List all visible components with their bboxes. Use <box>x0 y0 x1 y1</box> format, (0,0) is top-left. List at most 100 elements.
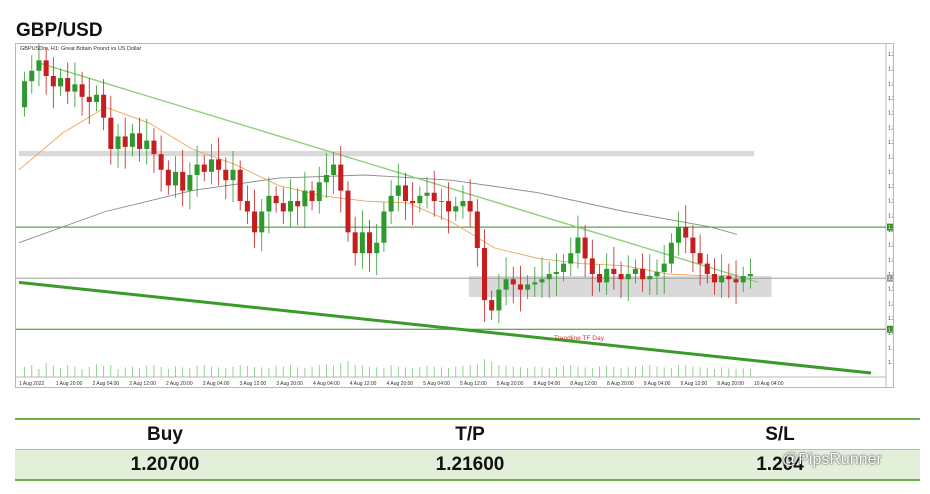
trade-table: Buy T/P S/L 1.20700 1.21600 1.204 <box>15 418 920 481</box>
candle-body <box>654 271 660 277</box>
watermark: @PipsRunner <box>782 451 882 468</box>
candle-body <box>374 242 380 254</box>
candle-body <box>690 237 696 254</box>
candle-body <box>561 263 567 272</box>
candle-body <box>316 182 322 202</box>
candle-body <box>201 164 207 172</box>
candle-body <box>417 195 423 204</box>
time-tick-label: 5 Aug 20:00 <box>497 381 524 387</box>
candle-body <box>180 171 186 191</box>
candle-body <box>158 154 164 170</box>
candle-body <box>647 276 653 280</box>
candle-body <box>273 195 279 204</box>
candle-body <box>50 75 56 87</box>
candle-body <box>446 201 452 212</box>
candle-body <box>640 268 646 280</box>
moving-average-slow <box>18 174 738 244</box>
candle-body <box>22 81 28 108</box>
candle-body <box>460 201 466 207</box>
trendline-label: Trendline TF Day <box>554 335 605 342</box>
candle-body <box>589 258 595 275</box>
price-tick-label: 1.22570 <box>888 81 893 87</box>
value-sl: 1.204 <box>756 454 804 475</box>
time-tick-label: 3 Aug 12:00 <box>240 381 267 387</box>
time-tick-label: 9 Aug 04:00 <box>644 381 671 387</box>
time-tick-label: 9 Aug 12:00 <box>681 381 708 387</box>
candle-body <box>381 211 387 243</box>
trendline <box>40 62 759 284</box>
candle-body <box>632 268 638 275</box>
candle-body <box>596 274 603 283</box>
candle-body <box>86 96 92 103</box>
level-price-badge <box>887 274 893 282</box>
candle-body <box>331 164 337 175</box>
time-tick-label: 4 Aug 20:00 <box>387 381 414 387</box>
candle-body <box>676 227 682 243</box>
price-tick-label: 1.22735 <box>888 67 893 73</box>
candle-body <box>539 279 545 283</box>
candle-body <box>101 94 107 118</box>
price-tick-label: 1.20395 <box>888 301 893 307</box>
channel-line <box>18 280 872 375</box>
candle-body <box>618 274 624 280</box>
candle-body <box>93 94 99 103</box>
level-price-label: 1.20250 <box>888 327 893 333</box>
candle-body <box>704 263 710 275</box>
candle-body <box>338 164 344 191</box>
candle-body <box>661 263 667 272</box>
candle-body <box>36 60 42 71</box>
candle-body <box>108 117 114 149</box>
candle-body <box>431 192 437 202</box>
candle-body <box>517 284 523 290</box>
time-tick-label: 8 Aug 04:00 <box>534 381 561 387</box>
price-tick-label: 1.20975 <box>888 243 893 249</box>
candle-body <box>172 171 179 186</box>
candle-body <box>194 164 200 175</box>
candle-body <box>467 201 473 212</box>
price-tick-label: 1.21265 <box>888 213 893 219</box>
candle-body <box>532 282 538 285</box>
header-buy: Buy <box>147 424 183 445</box>
candle-body <box>187 174 193 191</box>
candle-body <box>208 159 214 172</box>
candle-body <box>747 274 753 277</box>
price-tick-label: 1.21845 <box>888 155 893 161</box>
candle-body <box>474 211 480 248</box>
time-tick-label: 9 Aug 20:00 <box>717 381 744 387</box>
candle-body <box>287 201 294 212</box>
price-tick-label: 1.22860 <box>888 52 893 58</box>
candle-body <box>453 206 459 212</box>
level-price-badge <box>887 223 893 231</box>
chart-symbol: GBPUSDm, H1: Great Britain Pound vs US D… <box>20 46 142 52</box>
time-tick-label: 8 Aug 20:00 <box>607 381 634 387</box>
price-tick-label: 1.20105 <box>888 331 893 337</box>
candle-body <box>726 276 732 280</box>
price-tick-label: 1.19815 <box>888 360 893 366</box>
candle-body <box>503 279 509 290</box>
candle-body <box>230 169 236 181</box>
price-tick-label: 1.22135 <box>888 125 893 131</box>
candle-body <box>481 247 488 301</box>
price-tick-label: 1.22280 <box>888 111 893 117</box>
candle-body <box>352 232 358 254</box>
candle-body <box>115 136 121 149</box>
price-tick-label: 1.21555 <box>888 184 893 190</box>
candle-body <box>323 174 329 183</box>
candle-body <box>216 159 222 170</box>
time-tick-label: 5 Aug 04:00 <box>423 381 450 387</box>
time-tick-label: 1 Aug 2022 <box>19 381 45 387</box>
price-tick-label: 1.22425 <box>888 96 893 102</box>
candle-body <box>359 232 365 254</box>
price-tick-label: 1.21120 <box>888 228 893 234</box>
candle-body <box>302 190 308 207</box>
time-tick-label: 5 Aug 12:00 <box>460 381 487 387</box>
price-tick-label: 1.20540 <box>888 287 893 293</box>
candle-body <box>29 70 35 82</box>
price-tick-label: 1.21410 <box>888 199 893 205</box>
candle-body <box>43 60 49 76</box>
moving-average-fast <box>18 106 737 277</box>
price-tick-label: 1.20830 <box>888 257 893 263</box>
candle-body <box>719 276 725 283</box>
candle-body <box>58 78 64 87</box>
candle-body <box>410 201 416 204</box>
